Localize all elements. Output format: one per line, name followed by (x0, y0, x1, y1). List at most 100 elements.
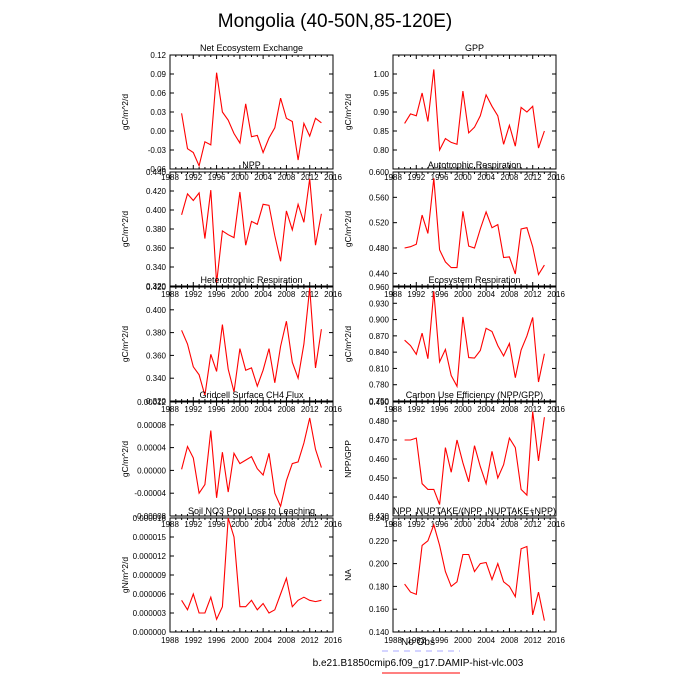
panel: NPP gC/m^2/d 0.320 0.340 0.360 0.380 0.400 0.42… (120, 160, 342, 299)
y-tick-label: 0.960 (369, 283, 390, 292)
y-tick-label: 0.400 (146, 206, 167, 215)
y-tick-label: 0.520 (369, 219, 390, 228)
y-tick-label: 0.000018 (133, 514, 167, 523)
x-tick-label: 2000 (454, 520, 472, 529)
panel-title: Net Ecosystem Exchange (200, 43, 303, 53)
y-axis-label: gC/m^2/d (343, 211, 353, 247)
y-tick-label: 1.00 (373, 70, 389, 79)
series-line (181, 178, 322, 284)
x-tick-label: 1996 (431, 405, 449, 414)
x-tick-label: 2000 (454, 173, 472, 182)
x-tick-label: 2000 (231, 520, 249, 529)
y-tick-label: 0.900 (369, 316, 390, 325)
y-tick-label: -0.00008 (134, 512, 166, 521)
y-tick-label: 0.400 (146, 306, 167, 315)
x-tick-label: 1996 (431, 290, 449, 299)
series-line (404, 523, 545, 621)
x-tick-label: 2008 (278, 405, 296, 414)
panel-title: Autotrophic Respiration (428, 160, 522, 170)
y-tick-label: 0.000000 (133, 628, 167, 637)
y-tick-label: 0.85 (373, 127, 389, 136)
panel-title: GPP (465, 43, 484, 53)
x-tick-label: 2000 (231, 636, 249, 645)
y-tick-label: 0.480 (369, 244, 390, 253)
legend-label-case: b.e21.B1850cmip6.f09_g17.DAMIP-hist-vlc.… (313, 658, 524, 669)
x-tick-label: 2000 (454, 290, 472, 299)
y-tick-label: 0.80 (373, 146, 389, 155)
y-axis-label: NA (343, 569, 353, 581)
panel-title: Ecosystem Respiration (428, 275, 520, 285)
x-tick-label: 2004 (254, 173, 272, 182)
y-axis-label: gN/m^2/d (120, 557, 130, 593)
x-tick-label: 2008 (278, 290, 296, 299)
y-tick-label: -0.03 (148, 146, 167, 155)
y-tick-label: 0.140 (369, 628, 390, 637)
y-tick-label: 0.03 (150, 108, 166, 117)
legend: No Obs b.e21.B1850cmip6.f09_g17.DAMIP-hi… (313, 637, 524, 674)
plot-frame (169, 401, 334, 517)
panel: Ecosystem Respiration gC/m^2/d 0.750 0.780 0… (343, 275, 565, 414)
series-line (404, 69, 545, 153)
x-tick-label: 2012 (301, 520, 319, 529)
x-tick-label: 2012 (524, 405, 542, 414)
y-tick-label: 0.420 (146, 283, 167, 292)
x-tick-label: 2008 (278, 636, 296, 645)
y-tick-label: 0.00000 (137, 466, 166, 475)
x-tick-label: 1992 (184, 636, 202, 645)
y-axis-label: gC/m^2/d (120, 94, 130, 130)
x-tick-label: 2000 (231, 290, 249, 299)
panel-title: NPP_NUPTAKE/(NPP_NUPTAKE+NPP) (393, 506, 556, 516)
y-axis-label: gC/m^2/d (120, 211, 130, 247)
series-line (404, 178, 545, 277)
series-line (404, 291, 545, 389)
y-tick-label: 0.12 (150, 51, 166, 60)
y-tick-label: 0.340 (146, 374, 167, 383)
plot-frame (392, 401, 557, 517)
series-line (404, 411, 545, 505)
y-tick-label: 0.440 (369, 493, 390, 502)
y-tick-label: 0.440 (369, 269, 390, 278)
x-tick-label: 2008 (278, 173, 296, 182)
y-tick-label: 0.420 (146, 187, 167, 196)
y-tick-label: 0.000003 (133, 609, 167, 618)
x-tick-label: 1988 (384, 636, 402, 645)
x-tick-label: 2000 (231, 405, 249, 414)
y-tick-label: 0.480 (369, 417, 390, 426)
x-tick-label: 2016 (324, 636, 342, 645)
y-tick-label: -0.00004 (134, 489, 166, 498)
y-tick-label: 0.000012 (133, 552, 167, 561)
y-tick-label: 0.360 (146, 351, 167, 360)
panel-title: Heterotrophic Respiration (200, 275, 302, 285)
plot-frame (392, 171, 557, 287)
y-tick-label: 0.09 (150, 70, 166, 79)
x-tick-label: 2004 (254, 636, 272, 645)
x-tick-label: 2012 (301, 173, 319, 182)
series-line (181, 72, 322, 168)
x-tick-label: 2012 (524, 636, 542, 645)
x-tick-label: 1996 (431, 173, 449, 182)
x-tick-label: 1992 (184, 405, 202, 414)
panel-title: Soil NO3 Pool Loss to Leaching (188, 506, 315, 516)
x-tick-label: 2004 (477, 520, 495, 529)
y-tick-label: 0.810 (369, 364, 390, 373)
x-tick-label: 1996 (208, 520, 226, 529)
y-tick-label: 0.00012 (137, 398, 166, 407)
y-tick-label: 0.320 (146, 282, 167, 291)
y-tick-label: 0.450 (369, 474, 390, 483)
plot-frame (169, 517, 334, 633)
x-tick-label: 2000 (454, 405, 472, 414)
x-tick-label: 2012 (524, 173, 542, 182)
y-tick-label: 0.200 (369, 560, 390, 569)
x-tick-label: 2004 (254, 405, 272, 414)
panel-title: Gridcell Surface CH4 Flux (199, 390, 304, 400)
y-axis-label: gC/m^2/d (343, 94, 353, 130)
y-tick-label: 0.00 (150, 127, 166, 136)
x-tick-label: 2012 (301, 405, 319, 414)
y-tick-label: 0.90 (373, 108, 389, 117)
x-tick-label: 2000 (454, 636, 472, 645)
x-tick-label: 2004 (477, 290, 495, 299)
y-tick-label: 0.930 (369, 299, 390, 308)
panel: Net Ecosystem Exchange gC/m^2/d -0.06 -0.03… (120, 43, 342, 182)
